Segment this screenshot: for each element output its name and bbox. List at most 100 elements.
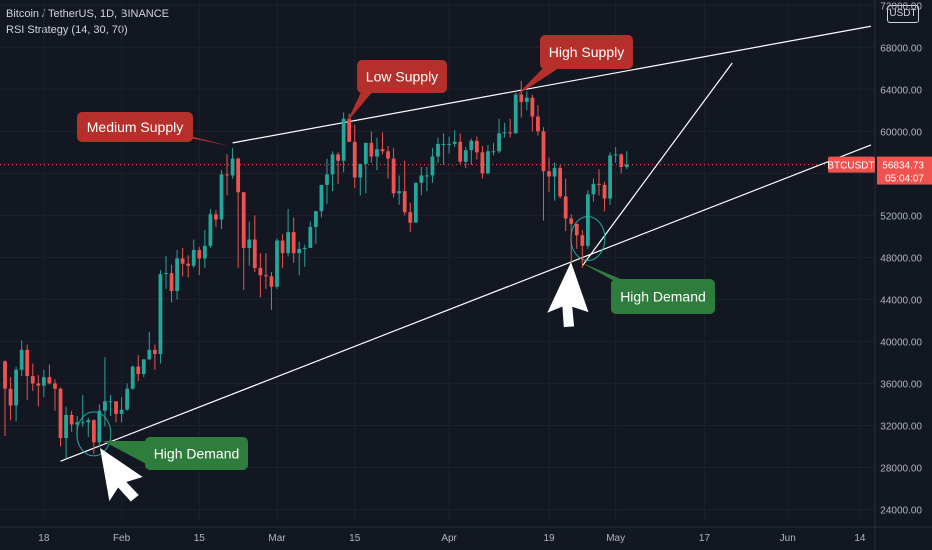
candle-body bbox=[280, 240, 285, 254]
candle-body bbox=[275, 240, 279, 287]
candle-body bbox=[352, 141, 357, 178]
candle-body bbox=[413, 182, 418, 223]
candle-body bbox=[214, 214, 218, 220]
x-tick-label: 18 bbox=[38, 533, 50, 544]
candle-body bbox=[375, 149, 379, 157]
x-tick-label: May bbox=[606, 533, 625, 544]
candle-body bbox=[358, 163, 363, 178]
candle-body bbox=[480, 152, 485, 174]
candle-body bbox=[491, 151, 496, 153]
trendline[interactable] bbox=[232, 25, 872, 144]
candle-body bbox=[536, 116, 540, 132]
candle-body bbox=[408, 212, 413, 223]
currency-button[interactable]: USDT bbox=[887, 5, 919, 23]
candle-body bbox=[130, 366, 135, 389]
candle-body bbox=[264, 275, 268, 277]
y-tick-label: 72000.00 bbox=[880, 1, 922, 12]
candle-body bbox=[380, 149, 385, 152]
candle-body bbox=[119, 409, 124, 414]
y-tick-label: 40000.00 bbox=[880, 337, 922, 348]
candle-body bbox=[186, 263, 191, 266]
candle-body bbox=[230, 158, 235, 176]
cursor-icon bbox=[100, 448, 143, 502]
candle-body bbox=[252, 239, 257, 268]
callout-box[interactable] bbox=[77, 112, 193, 142]
candle-body bbox=[69, 414, 74, 425]
callout-box[interactable] bbox=[540, 35, 633, 69]
y-tick-label: 60000.00 bbox=[880, 127, 922, 138]
candle-body bbox=[319, 184, 324, 212]
callout-box[interactable] bbox=[611, 279, 715, 314]
callout-pointer bbox=[516, 66, 562, 96]
callout-box[interactable] bbox=[145, 437, 248, 470]
candle-body bbox=[469, 140, 474, 151]
callout-pointer bbox=[580, 262, 630, 283]
candle-body bbox=[197, 250, 202, 259]
candle-body bbox=[36, 383, 41, 386]
candle-body bbox=[8, 388, 13, 406]
candle-body bbox=[191, 250, 196, 266]
candle-body bbox=[75, 422, 80, 425]
candle-body bbox=[508, 132, 513, 134]
candle-body bbox=[241, 192, 246, 248]
candle-body bbox=[458, 141, 463, 162]
candle-body bbox=[25, 349, 30, 377]
candle-body bbox=[347, 118, 352, 142]
x-tick-label: 19 bbox=[543, 533, 555, 544]
candle-body bbox=[169, 273, 174, 291]
candle-body bbox=[486, 151, 490, 174]
candle-body bbox=[302, 247, 307, 249]
candle-body bbox=[369, 142, 374, 157]
candle-body bbox=[297, 248, 302, 254]
candle-body bbox=[152, 349, 157, 355]
trendline[interactable] bbox=[60, 144, 872, 462]
chart-header: Bitcoin / TetherUS, 1D, BINANCE RSI Stra… bbox=[6, 6, 169, 38]
y-tick-label: 32000.00 bbox=[880, 421, 922, 432]
candle-body bbox=[402, 191, 407, 213]
symbol-title: Bitcoin / TetherUS, 1D, BINANCE bbox=[6, 8, 170, 20]
x-tick-label: 14 bbox=[854, 533, 866, 544]
y-tick-label: 68000.00 bbox=[880, 43, 922, 54]
candle-body bbox=[225, 174, 229, 176]
callout-label: High Supply bbox=[549, 44, 625, 60]
candle-body bbox=[30, 376, 35, 384]
candle-body bbox=[80, 422, 85, 424]
candle-body bbox=[502, 132, 507, 134]
candle-body bbox=[147, 349, 152, 360]
callout-label: High Demand bbox=[620, 289, 706, 305]
candle-body bbox=[591, 183, 596, 195]
candle-body bbox=[64, 414, 68, 439]
x-tick-label: Mar bbox=[268, 533, 286, 544]
cursor-arrow-1 bbox=[100, 448, 143, 502]
candle-body bbox=[447, 143, 451, 145]
candle-body bbox=[563, 196, 568, 219]
cursor-icon bbox=[547, 262, 589, 328]
trendline[interactable] bbox=[581, 62, 733, 267]
y-tick-label: 52000.00 bbox=[880, 211, 922, 222]
candle-body bbox=[608, 155, 612, 199]
candle-body bbox=[103, 401, 107, 411]
candle-body bbox=[219, 174, 224, 220]
candle-body bbox=[258, 267, 263, 276]
candle-body bbox=[3, 361, 7, 389]
y-tick-label: 24000.00 bbox=[880, 505, 922, 516]
candle-body bbox=[336, 154, 340, 161]
candle-body bbox=[524, 97, 529, 102]
y-tick-label: 28000.00 bbox=[880, 463, 922, 474]
callout-label: Medium Supply bbox=[87, 119, 184, 135]
candle-body bbox=[580, 235, 585, 246]
x-tick-label: 15 bbox=[349, 533, 361, 544]
callout-box[interactable] bbox=[357, 60, 447, 93]
y-tick-label: 36000.00 bbox=[880, 379, 922, 390]
candle-body bbox=[91, 420, 96, 443]
candle-body bbox=[41, 377, 46, 386]
x-tick-label: Apr bbox=[441, 533, 457, 544]
candle-body bbox=[141, 359, 146, 374]
candle-body bbox=[519, 94, 524, 102]
callout-label: Low Supply bbox=[366, 69, 438, 85]
candle-body bbox=[208, 214, 213, 246]
y-tick-label: 48000.00 bbox=[880, 253, 922, 264]
candle-body bbox=[602, 184, 607, 199]
